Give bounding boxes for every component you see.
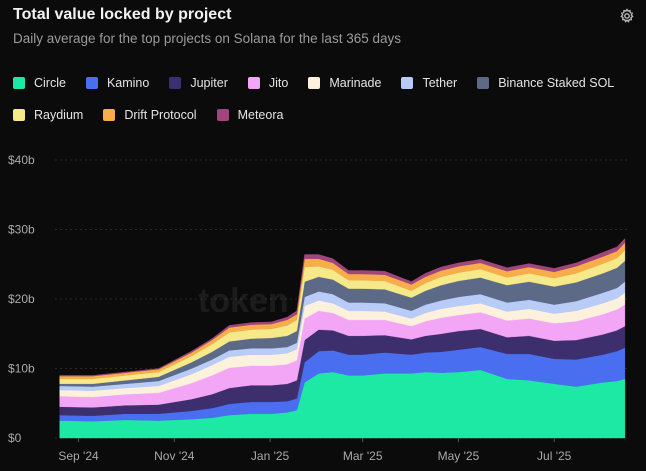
legend-label: Kamino	[106, 76, 150, 90]
legend-swatch	[13, 109, 25, 121]
legend-item-circle[interactable]: Circle	[13, 76, 66, 90]
legend-item-tether[interactable]: Tether	[401, 76, 457, 90]
x-tick-label: Sep '24	[58, 449, 99, 463]
legend-label: Tether	[422, 76, 458, 90]
y-axis-ticks: $0 $10b $20b $30b $40b	[8, 153, 35, 445]
series-areas	[59, 237, 626, 439]
watermark: token	[198, 282, 289, 320]
legend-swatch	[308, 77, 321, 89]
x-tick-label: Jan '25	[251, 449, 290, 463]
x-tick-label: Jul '25	[537, 449, 572, 463]
x-tick-label: May '25	[438, 449, 480, 463]
legend-item-kamino[interactable]: Kamino	[85, 76, 150, 90]
y-tick-label: $40b	[8, 153, 35, 167]
legend-label: Jito	[268, 76, 289, 90]
legend-label: Raydium	[34, 108, 84, 122]
legend-row: Circle Kamino Jupiter Jito Marinade Tether Bin…	[13, 73, 633, 93]
legend-swatch	[247, 77, 260, 89]
legend-swatch	[13, 77, 25, 89]
legend-swatch	[401, 77, 414, 89]
x-axis-ticks: Sep '24 Nov '24 Jan '25 Mar '25 May '25 Jul '…	[58, 438, 572, 463]
legend-item-marinade[interactable]: Marinade	[308, 76, 381, 90]
legend-item-drift-protocol[interactable]: Drift Protocol	[103, 108, 197, 122]
legend-label: Drift Protocol	[124, 108, 197, 122]
legend-swatch	[103, 109, 116, 121]
x-tick-label: Mar '25	[343, 449, 383, 463]
legend-swatch	[477, 77, 490, 89]
y-tick-label: $10b	[8, 362, 35, 376]
legend-item-jupiter[interactable]: Jupiter	[169, 76, 228, 90]
legend-swatch	[169, 77, 182, 89]
legend-label: Binance Staked SOL	[498, 76, 615, 90]
gear-icon[interactable]	[619, 8, 635, 24]
legend-item-jito[interactable]: Jito	[247, 76, 289, 90]
legend-swatch	[85, 77, 98, 89]
legend-label: Marinade	[329, 76, 382, 90]
legend-label: Jupiter	[190, 76, 228, 90]
legend-item-raydium[interactable]: Raydium	[13, 108, 83, 122]
y-tick-label: $30b	[8, 223, 35, 237]
legend-row: Raydium Drift Protocol Meteora	[13, 105, 633, 125]
chart-legend: Circle Kamino Jupiter Jito Marinade Tether Bin…	[13, 73, 633, 137]
chart-subtitle: Daily average for the top projects on So…	[13, 31, 401, 46]
area-meteora[interactable]	[59, 237, 626, 377]
legend-item-meteora[interactable]: Meteora	[216, 108, 284, 122]
x-tick-label: Nov '24	[154, 449, 195, 463]
y-tick-label: $0	[8, 431, 22, 445]
legend-label: Meteora	[237, 108, 284, 122]
legend-label: Circle	[34, 76, 66, 90]
y-tick-label: $20b	[8, 292, 35, 306]
legend-swatch	[216, 109, 229, 121]
chart-title: Total value locked by project	[13, 6, 232, 23]
legend-item-binance-staked-sol[interactable]: Binance Staked SOL	[477, 76, 614, 90]
